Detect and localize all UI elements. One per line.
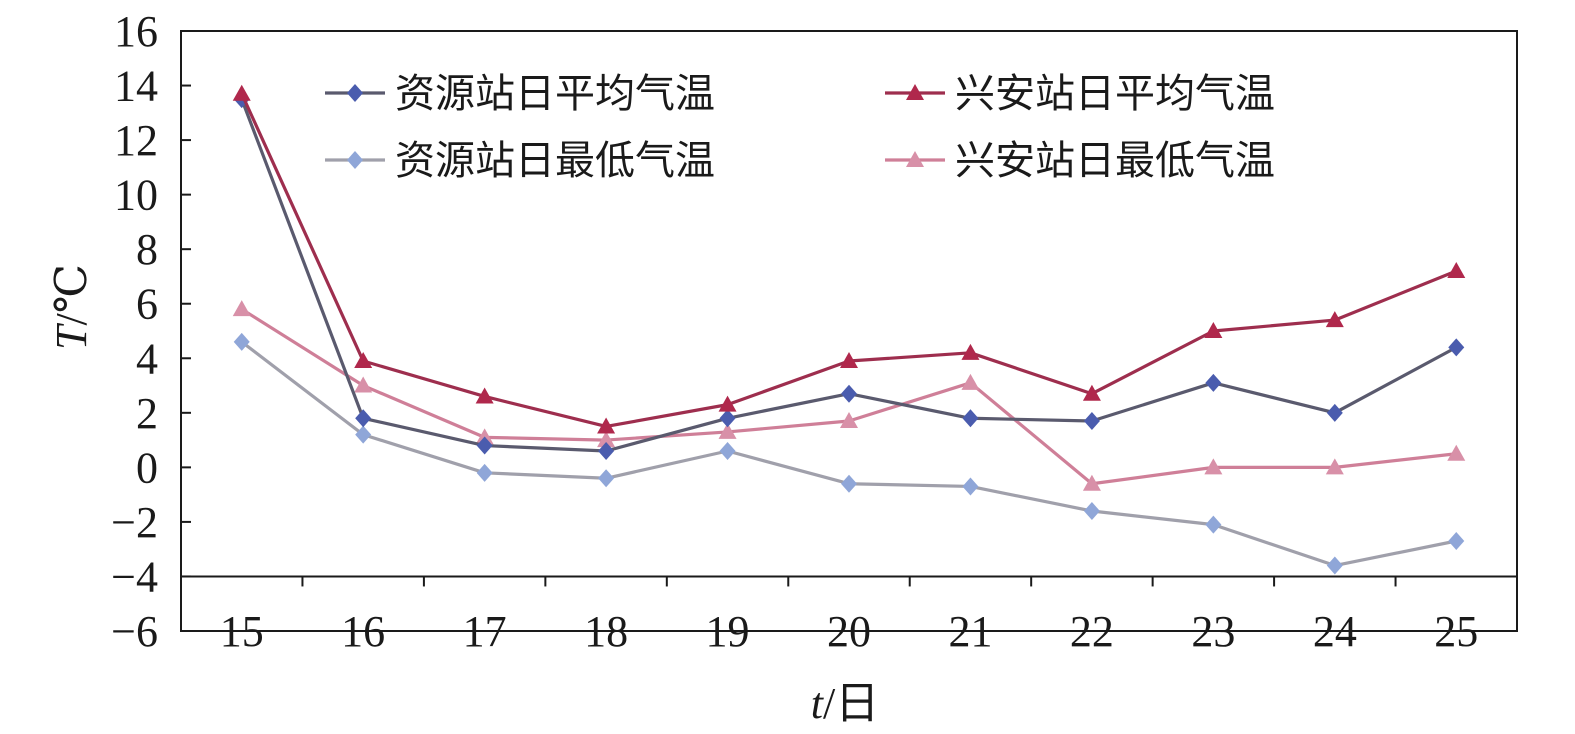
data-point bbox=[718, 395, 737, 412]
legend-item: 资源站日平均气温 bbox=[325, 71, 715, 117]
data-point bbox=[718, 422, 737, 439]
legend-label: 兴安站日最低气温 bbox=[955, 138, 1275, 184]
data-point bbox=[355, 425, 372, 444]
y-tick-label: 12 bbox=[114, 116, 158, 165]
data-point bbox=[1326, 556, 1343, 575]
data-point bbox=[597, 431, 616, 448]
x-tick-label: 22 bbox=[1070, 607, 1114, 656]
legend-swatch-marker bbox=[347, 151, 363, 169]
data-point bbox=[841, 474, 857, 493]
data-point bbox=[354, 352, 373, 368]
x-axis: 15 16 17 18 19 20 21 22 23 24 25 bbox=[180, 575, 1518, 656]
data-point bbox=[1205, 373, 1222, 392]
data-point bbox=[961, 373, 980, 390]
data-point bbox=[1447, 444, 1466, 461]
x-tick-label: 17 bbox=[463, 607, 507, 656]
data-point bbox=[1448, 338, 1465, 357]
y-axis-title: T/℃ bbox=[47, 264, 96, 350]
data-point bbox=[719, 409, 736, 428]
x-tick-label: 21 bbox=[948, 607, 992, 656]
y-tick-label: 0 bbox=[136, 443, 158, 492]
legend-item: 兴安站日平均气温 bbox=[885, 71, 1275, 117]
x-tick-label: 19 bbox=[706, 607, 750, 656]
x-tick-label: 15 bbox=[220, 607, 264, 656]
series-0 bbox=[233, 90, 1465, 460]
data-point bbox=[1082, 474, 1101, 491]
data-point bbox=[840, 352, 858, 368]
x-tick-label: 23 bbox=[1191, 607, 1235, 656]
plot-border bbox=[180, 30, 1518, 632]
series-3 bbox=[232, 300, 1466, 491]
data-point bbox=[597, 417, 616, 434]
y-axis: −6 −4 −2 0 2 4 6 8 10 12 14 16 bbox=[111, 7, 191, 656]
data-point bbox=[1205, 515, 1222, 534]
data-point bbox=[476, 463, 493, 482]
series-layer bbox=[232, 84, 1466, 575]
data-point bbox=[1325, 458, 1344, 475]
data-point bbox=[1326, 403, 1343, 422]
data-point bbox=[1082, 384, 1101, 401]
y-tick-label: 10 bbox=[114, 171, 158, 220]
data-point bbox=[232, 300, 251, 317]
y-tick-label: 8 bbox=[136, 225, 158, 274]
x-axis-title: t/日 bbox=[811, 679, 879, 728]
y-tick-label: 14 bbox=[114, 62, 158, 111]
series-2 bbox=[233, 332, 1465, 575]
y-tick-label: −6 bbox=[111, 607, 158, 656]
data-point bbox=[476, 436, 493, 455]
data-point bbox=[232, 84, 251, 101]
data-point bbox=[840, 412, 858, 428]
x-tick-label: 18 bbox=[584, 607, 628, 656]
legend-label: 兴安站日平均气温 bbox=[955, 71, 1275, 117]
plot-area bbox=[180, 30, 1518, 632]
y-tick-label: −2 bbox=[111, 498, 158, 547]
data-point bbox=[598, 442, 615, 460]
x-tick-label: 20 bbox=[827, 607, 871, 656]
legend-swatch-marker bbox=[906, 84, 924, 100]
data-point bbox=[233, 332, 250, 351]
series-1 bbox=[232, 84, 1466, 434]
data-point bbox=[1083, 412, 1100, 430]
data-point bbox=[962, 409, 979, 428]
data-point bbox=[961, 343, 980, 360]
data-point bbox=[598, 469, 615, 488]
data-point bbox=[354, 376, 373, 393]
y-tick-label: 2 bbox=[136, 389, 158, 438]
y-tick-label: −4 bbox=[111, 552, 158, 601]
data-point bbox=[1448, 532, 1465, 550]
legend-swatch-marker bbox=[906, 151, 924, 167]
data-point bbox=[841, 384, 857, 403]
data-point bbox=[355, 409, 372, 428]
x-tick-label: 16 bbox=[341, 607, 385, 656]
legend-item: 资源站日最低气温 bbox=[325, 138, 715, 184]
x-tick-label: 24 bbox=[1313, 607, 1357, 656]
y-tick-label: 16 bbox=[114, 7, 158, 56]
legend-label: 资源站日平均气温 bbox=[395, 71, 715, 117]
legend-item: 兴安站日最低气温 bbox=[885, 138, 1275, 184]
data-point bbox=[719, 442, 736, 460]
x-tick-label: 25 bbox=[1434, 607, 1478, 656]
series-line bbox=[240, 340, 1457, 568]
data-point bbox=[1204, 458, 1223, 475]
legend-label: 资源站日最低气温 bbox=[395, 138, 715, 184]
data-point bbox=[1204, 322, 1223, 338]
data-point bbox=[475, 428, 494, 445]
data-point bbox=[962, 477, 979, 496]
legend-swatch-marker bbox=[347, 84, 363, 102]
data-point bbox=[1447, 262, 1466, 278]
data-point bbox=[1325, 311, 1344, 328]
y-tick-label: 4 bbox=[136, 334, 158, 383]
y-tick-label: 6 bbox=[136, 280, 158, 329]
data-point bbox=[475, 387, 494, 404]
data-point bbox=[1083, 502, 1100, 520]
